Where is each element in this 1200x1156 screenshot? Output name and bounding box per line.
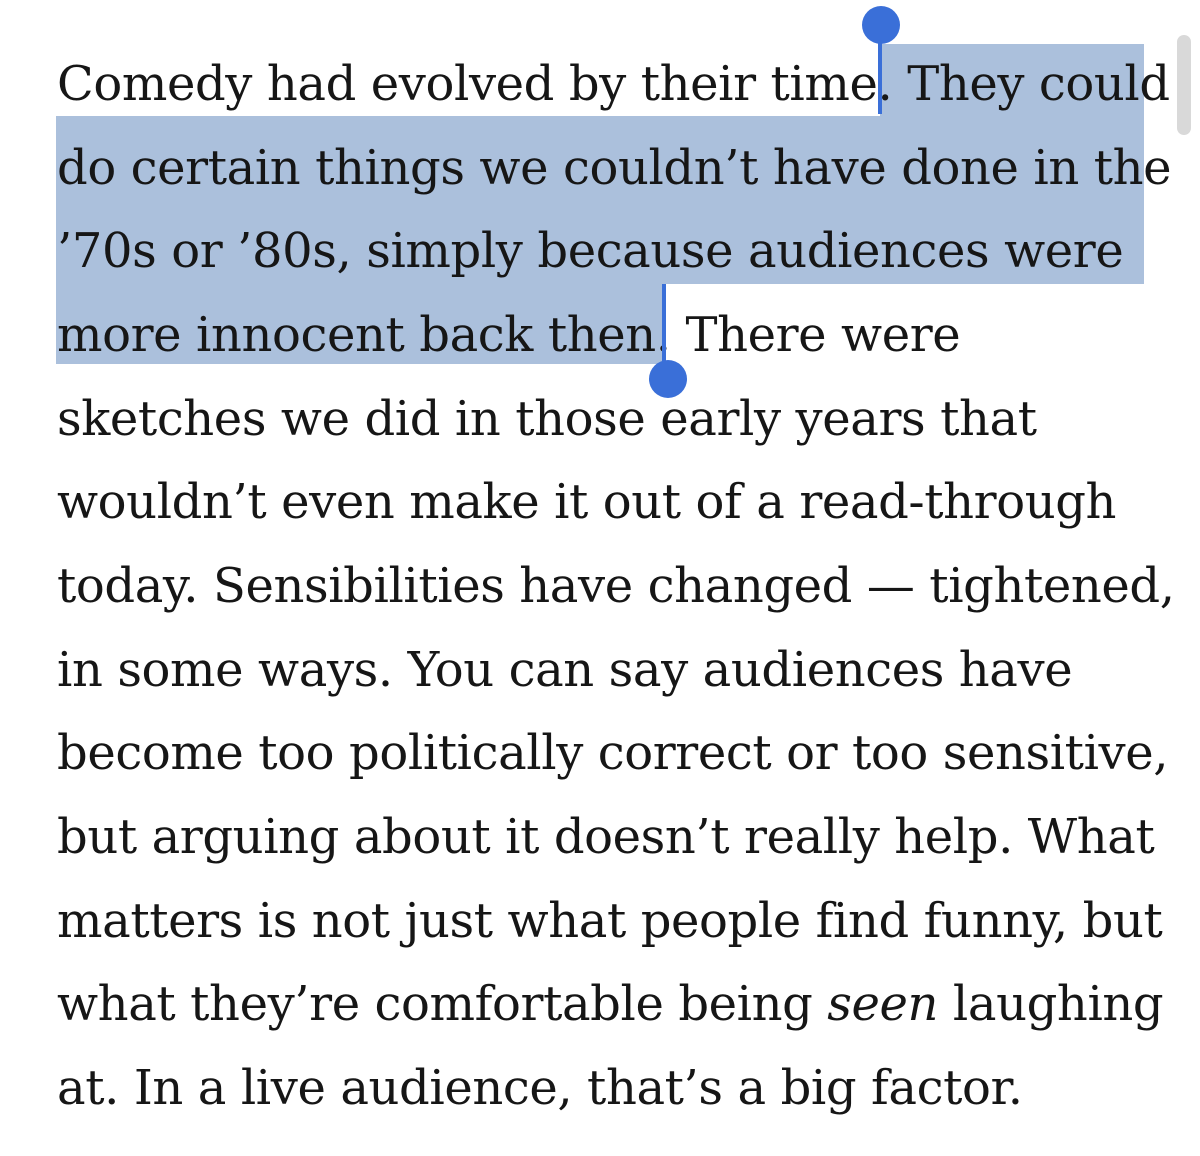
selected-text: do certain things we couldn’t have done … — [57, 140, 1172, 196]
text-line-1[interactable]: Comedy had evolved by their time. They c… — [57, 42, 1170, 126]
line-text: in some ways. You can say audiences have — [57, 642, 1073, 698]
emphasized-text: seen — [827, 976, 939, 1032]
selection-end-handle-knob[interactable] — [649, 360, 687, 398]
selected-text: more innocent back then. — [57, 307, 671, 363]
selection-end-caret[interactable] — [662, 284, 666, 366]
text-line-10[interactable]: but arguing about it doesn’t really help… — [57, 795, 1155, 879]
selection-highlight-line4 — [56, 284, 664, 364]
text-line-5[interactable]: sketches we did in those early years tha… — [57, 377, 1037, 461]
text-line-8[interactable]: in some ways. You can say audiences have — [57, 628, 1073, 712]
text-line-13[interactable]: at. In a live audience, that’s a big fac… — [57, 1046, 1023, 1130]
text-line-12[interactable]: what they’re comfortable being seen laug… — [57, 962, 1164, 1046]
scrollbar[interactable] — [1177, 35, 1191, 135]
text-line-3[interactable]: ’70s or ’80s, simply because audiences w… — [57, 209, 1124, 293]
selection-highlight-middle — [56, 116, 1144, 284]
text-line-9[interactable]: become too politically correct or too se… — [57, 711, 1169, 795]
line-text: wouldn’t even make it out of a read-thro… — [57, 474, 1117, 530]
line-text: matters is not just what people find fun… — [57, 893, 1163, 949]
line-text: today. Sensibilities have changed — tigh… — [57, 558, 1175, 614]
text-line-6[interactable]: wouldn’t even make it out of a read-thro… — [57, 460, 1116, 544]
line-text: Comedy had evolved by their time. — [57, 56, 908, 112]
line-text: but arguing about it doesn’t really help… — [57, 809, 1155, 865]
selected-text: They could — [907, 56, 1170, 112]
line-text: There were — [670, 307, 961, 363]
line-text: what they’re comfortable being — [57, 976, 828, 1032]
selected-text: ’70s or ’80s, simply because audiences w… — [57, 223, 1124, 279]
selection-highlight-line1 — [880, 44, 1144, 116]
line-text: laughing — [938, 976, 1164, 1032]
line-text: become too politically correct or too se… — [57, 725, 1169, 781]
line-text: at. In a live audience, that’s a big fac… — [57, 1060, 1023, 1116]
selection-start-caret[interactable] — [878, 36, 882, 114]
text-line-7[interactable]: today. Sensibilities have changed — tigh… — [57, 544, 1175, 628]
text-line-11[interactable]: matters is not just what people find fun… — [57, 879, 1163, 963]
text-line-2[interactable]: do certain things we couldn’t have done … — [57, 126, 1172, 210]
text-line-4[interactable]: more innocent back then. There were — [57, 293, 961, 377]
line-text: sketches we did in those early years tha… — [57, 391, 1037, 447]
